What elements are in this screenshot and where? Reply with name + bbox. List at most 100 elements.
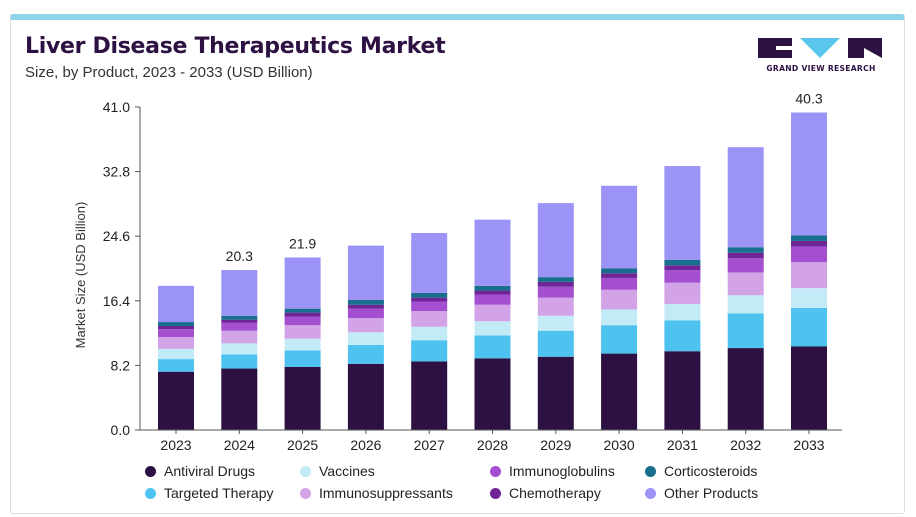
bar-segment xyxy=(158,371,194,430)
bar-segment xyxy=(537,330,574,357)
x-axis: 2023 2024 2025 2026 2027 2028 2029 2030 2031 2032… xyxy=(140,429,842,453)
bar-segment xyxy=(474,304,511,322)
legend-label: Targeted Therapy xyxy=(164,485,274,501)
bar-segment xyxy=(411,311,448,327)
logo-chevron xyxy=(800,38,840,58)
bar-stack-2026 xyxy=(347,245,384,430)
bar-segment xyxy=(474,335,511,359)
legend-swatch-icon xyxy=(145,465,156,477)
bar-segment xyxy=(158,329,194,338)
bar-stack-2027 xyxy=(411,233,448,430)
legend-label: Other Products xyxy=(664,485,759,501)
bar-segment xyxy=(601,325,638,354)
page-title: Liver Disease Therapeutics Market xyxy=(25,34,446,59)
bar-segment xyxy=(601,289,638,310)
legend-item: Other Products xyxy=(645,485,758,501)
legend-swatch-icon xyxy=(490,465,501,477)
bar-segment xyxy=(601,309,638,326)
bar-segment xyxy=(347,344,384,364)
bar-segment xyxy=(727,147,764,248)
bar-segment xyxy=(601,273,638,278)
bar-segment xyxy=(411,297,448,302)
bar-segment xyxy=(664,320,701,352)
bar-stack-2023 xyxy=(158,285,194,430)
bar-segment xyxy=(537,203,574,278)
bar-segment xyxy=(664,282,701,304)
bar-segment xyxy=(347,245,384,301)
bar-segment xyxy=(601,277,638,290)
data-label-total: 20.3 xyxy=(226,248,253,264)
bar-stack-2029 xyxy=(537,203,574,430)
y-axis-label: Market Size (USD Billion) xyxy=(73,202,88,349)
bar-segment xyxy=(727,258,764,273)
bar-segment xyxy=(411,292,448,298)
x-tick-label: 2024 xyxy=(224,437,255,453)
bar-segment xyxy=(347,318,384,333)
bar-segment xyxy=(221,354,258,369)
data-label-total: 40.3 xyxy=(795,91,822,107)
bar-segment xyxy=(284,308,321,313)
bar-segment xyxy=(791,262,827,289)
total-annotations: 20.3 21.9 40.3 xyxy=(226,91,823,265)
legend-swatch-icon xyxy=(300,465,311,477)
bar-segment xyxy=(664,303,701,321)
bar-segment xyxy=(158,359,194,372)
bar-segment xyxy=(727,295,764,314)
x-tick-label: 2029 xyxy=(540,437,571,453)
bar-segment xyxy=(347,332,384,345)
bar-segment xyxy=(221,343,258,355)
bar-segment xyxy=(411,361,448,430)
legend-item: Immunosuppressants xyxy=(300,485,453,501)
legend-label: Immunoglobulins xyxy=(509,463,615,479)
bar-segment xyxy=(284,325,321,339)
x-tick-label: 2028 xyxy=(477,437,508,453)
legend-swatch-icon xyxy=(300,487,311,499)
y-tick-label: 16.4 xyxy=(103,293,130,309)
bar-segment xyxy=(727,313,764,349)
x-tick-label: 2031 xyxy=(667,437,698,453)
bar-segment xyxy=(221,322,258,331)
bar-segment xyxy=(411,326,448,341)
bar-segment xyxy=(158,326,194,330)
bar-segment xyxy=(727,348,764,430)
bar-segment xyxy=(601,353,638,430)
bar-segment xyxy=(158,337,194,349)
bar-segment xyxy=(791,235,827,241)
bar-segment xyxy=(664,166,701,260)
bar-segment xyxy=(601,185,638,269)
bar-segment xyxy=(791,246,827,263)
logo-block-left xyxy=(758,38,792,58)
bar-segment xyxy=(537,286,574,298)
y-tick-label: 24.6 xyxy=(103,228,130,244)
bar-segment xyxy=(347,363,384,430)
bar-segment xyxy=(158,322,194,327)
logo-block-right-cut xyxy=(864,48,882,58)
bar-stack-2030 xyxy=(601,185,638,430)
bar-segment xyxy=(411,340,448,362)
bar-segment xyxy=(221,330,258,344)
bar-segment xyxy=(537,297,574,316)
legend-item: Corticosteroids xyxy=(645,463,757,479)
legend-swatch-icon xyxy=(645,487,656,499)
bar-segment xyxy=(284,338,321,351)
bar-segment xyxy=(727,252,764,259)
legend-swatch-icon xyxy=(145,487,156,499)
bar-segment xyxy=(664,265,701,271)
page-subtitle: Size, by Product, 2023 - 2033 (USD Billi… xyxy=(25,64,313,81)
bar-segment xyxy=(284,366,321,430)
data-label-total: 21.9 xyxy=(289,235,316,251)
bar-stack-2032 xyxy=(727,147,764,430)
bar-segment xyxy=(221,315,258,320)
bar-segment xyxy=(727,247,764,253)
y-tick-label: 0.0 xyxy=(111,422,131,438)
legend-item: Targeted Therapy xyxy=(145,485,273,501)
x-tick-label: 2030 xyxy=(604,437,635,453)
brand-name: GRAND VIEW RESEARCH xyxy=(766,64,876,73)
legend-item: Antiviral Drugs xyxy=(145,463,255,479)
bar-segment xyxy=(791,240,827,247)
bar-segment xyxy=(347,300,384,305)
bar-segment xyxy=(474,219,511,286)
bar-stack-2031 xyxy=(664,166,701,430)
logo-block-left-notch xyxy=(776,46,792,50)
bar-segment xyxy=(664,270,701,283)
